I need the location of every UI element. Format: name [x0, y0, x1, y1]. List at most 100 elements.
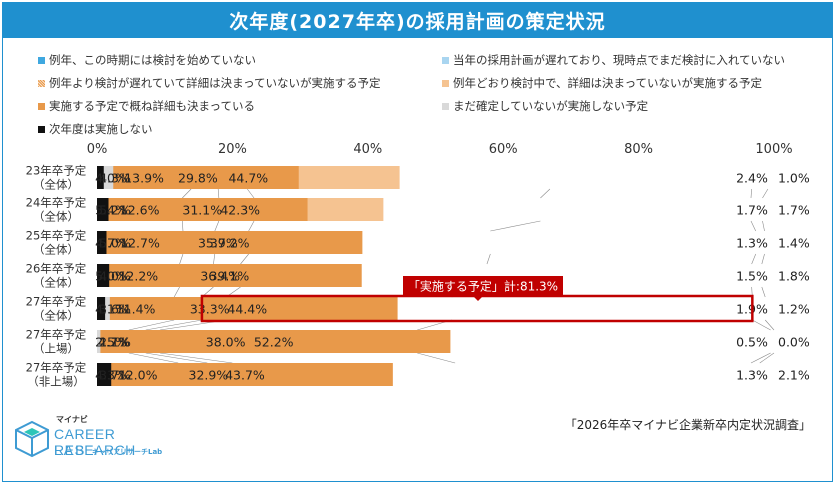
value-label: 3.7%	[99, 368, 131, 383]
chart-title: 次年度(2027年卒)の採用計画の策定状況	[2, 2, 833, 38]
legend-swatch-1	[442, 56, 449, 64]
legend-item-2: 例年より検討が遅れていて詳細は決まっていないが実施する予定	[38, 75, 381, 91]
value-label: 44.7%	[228, 171, 268, 186]
x-tick-label: 20%	[218, 142, 247, 157]
value-label: 38.0%	[206, 335, 246, 350]
source-note: 「2026年卒マイナビ企業新卒内定状況調査」	[564, 418, 811, 432]
legend-swatch-2	[38, 79, 45, 87]
value-label: 1.4%	[778, 236, 810, 251]
category-label: （非上場）	[27, 375, 85, 389]
connector-line	[248, 220, 255, 232]
logo-lab-text: LAB	[54, 442, 87, 458]
value-label: 1.7%	[736, 203, 768, 218]
connector-line	[540, 188, 551, 199]
logo-kana-text: キャリアリサーチLab	[92, 448, 163, 456]
value-label: 5.0%	[95, 269, 127, 284]
connector-line	[217, 188, 220, 199]
value-label: 4.1%	[95, 302, 127, 317]
value-label: 11.4%	[116, 302, 156, 317]
value-label: 4.0%	[95, 171, 127, 186]
value-label: 1.8%	[778, 269, 810, 284]
value-label: 13.9%	[124, 171, 164, 186]
connector-line	[752, 319, 771, 331]
connector-line	[750, 188, 752, 199]
category-label: 24年卒予定	[26, 196, 87, 210]
value-label: 5.2%	[99, 203, 131, 218]
value-label: 39.2%	[210, 236, 250, 251]
category-label: 25年卒予定	[26, 229, 87, 243]
value-label: 2.1%	[778, 368, 810, 383]
career-research-lab-logo: マイナビ CAREER RESEARCH LAB キャリアリサーチLab	[12, 414, 192, 464]
connector-line	[761, 286, 766, 298]
category-label: （全体）	[33, 243, 79, 257]
connector-line	[762, 220, 765, 232]
connector-line	[417, 352, 456, 364]
annotation-text: 「実施する予定」計:81.3%	[408, 279, 558, 294]
bar-segment	[97, 198, 109, 221]
value-label: 52.2%	[254, 335, 294, 350]
value-label: 42.3%	[220, 203, 260, 218]
connector-line	[247, 188, 255, 199]
connector-line	[490, 220, 541, 232]
value-label: 4.0%	[99, 269, 131, 284]
connector-line	[240, 253, 249, 265]
value-label: 2.5%	[95, 335, 127, 350]
connector-line	[128, 352, 179, 364]
bar-segment	[97, 363, 112, 386]
legend-swatch-5	[442, 102, 449, 110]
value-label: 44.4%	[227, 302, 267, 317]
connector-line	[145, 352, 208, 364]
value-label: 5.0%	[99, 236, 131, 251]
cube-logo-icon	[15, 420, 49, 458]
category-label: 27年卒予定	[26, 328, 87, 342]
category-label: 26年卒予定	[26, 262, 87, 276]
bar-segment	[97, 198, 308, 221]
annotation-pointer	[473, 296, 483, 301]
value-label: 1.3%	[736, 368, 768, 383]
legend-item-6: 次年度は実施しない	[38, 121, 153, 137]
legend-label-3: 例年どおり検討中で、詳細は決まっていないが実施する予定	[453, 76, 763, 90]
bar-segment	[97, 330, 451, 353]
value-label: 5.4%	[95, 203, 127, 218]
connector-line	[159, 352, 233, 364]
legend-item-0: 例年、この時期には検討を始めていない	[38, 52, 256, 68]
value-label: 4.3%	[95, 368, 127, 383]
value-label: 0.5%	[736, 335, 768, 350]
connector-line	[128, 319, 175, 331]
category-label: 23年卒予定	[26, 164, 87, 178]
value-label: 35.7%	[198, 236, 238, 251]
bar-segment	[97, 264, 362, 287]
connector-line	[145, 319, 202, 331]
bar-segment	[97, 330, 101, 353]
connector-line	[762, 188, 769, 199]
value-label: 32.9%	[189, 368, 229, 383]
connector-line	[761, 253, 765, 265]
value-label: 36.4%	[200, 269, 240, 284]
value-label: 33.3%	[190, 302, 230, 317]
category-label: （全体）	[33, 276, 79, 290]
value-label: 1.3%	[736, 236, 768, 251]
annotation-bubble	[403, 276, 563, 296]
value-label: 43.7%	[225, 368, 265, 383]
x-tick-label: 100%	[755, 142, 792, 157]
legend-swatch-4	[38, 102, 45, 110]
legend-item-1: 当年の採用計画が遅れており、現時点でまだ検討に入れていない	[442, 52, 785, 68]
value-label: 2.1%	[99, 335, 131, 350]
legend-swatch-0	[38, 56, 45, 64]
value-label: 29.8%	[178, 171, 218, 186]
value-label: 1.0%	[778, 171, 810, 186]
value-label: 4.3%	[99, 171, 131, 186]
bar-segment	[97, 166, 104, 189]
value-label: 2.4%	[736, 171, 768, 186]
x-tick-label: 60%	[489, 142, 518, 157]
legend-label-4: 実施する予定で概ね詳細も決まっている	[49, 99, 255, 113]
bar-segment	[97, 264, 110, 287]
value-label: 1.7%	[778, 203, 810, 218]
connector-line	[179, 253, 184, 265]
category-label: 27年卒予定	[26, 295, 87, 309]
value-label: 4.7%	[95, 236, 127, 251]
value-label: 12.2%	[118, 269, 158, 284]
connector-line	[751, 253, 756, 265]
